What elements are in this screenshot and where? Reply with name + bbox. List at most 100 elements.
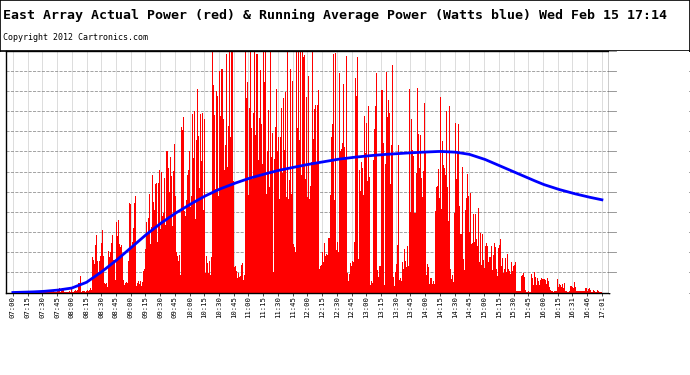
Bar [302, 51, 303, 292]
Bar [258, 160, 259, 292]
Bar [542, 284, 544, 292]
Bar [545, 280, 546, 292]
Bar [128, 261, 129, 292]
Bar [203, 210, 204, 292]
Bar [317, 90, 319, 292]
Bar [138, 281, 139, 292]
Bar [380, 183, 382, 292]
Bar [549, 287, 551, 292]
Bar [308, 76, 309, 292]
Bar [126, 282, 127, 292]
Bar [435, 211, 437, 292]
Bar [280, 137, 282, 292]
Bar [421, 178, 422, 292]
Bar [493, 255, 495, 292]
Bar [199, 188, 200, 292]
Bar [424, 151, 426, 292]
Bar [256, 54, 257, 292]
Bar [202, 113, 203, 292]
Bar [560, 285, 561, 292]
Bar [479, 262, 480, 292]
Bar [469, 232, 470, 292]
Bar [278, 137, 279, 292]
Bar [79, 283, 80, 292]
Bar [347, 273, 348, 292]
Bar [578, 291, 579, 292]
Bar [522, 275, 523, 292]
Bar [292, 81, 293, 292]
Bar [569, 291, 570, 292]
Bar [91, 290, 92, 292]
Bar [321, 265, 322, 292]
Bar [508, 268, 509, 292]
Bar [454, 213, 455, 292]
Bar [399, 280, 400, 292]
Bar [524, 277, 525, 292]
Bar [404, 249, 405, 292]
Bar [418, 134, 419, 292]
Bar [117, 236, 119, 292]
Bar [526, 291, 528, 292]
Bar [245, 51, 246, 292]
Bar [80, 276, 81, 292]
Bar [581, 291, 582, 292]
Bar [473, 214, 474, 292]
Bar [409, 90, 410, 292]
Bar [191, 196, 192, 292]
Bar [221, 69, 222, 292]
Bar [250, 51, 251, 292]
Bar [580, 291, 581, 292]
Bar [229, 51, 230, 292]
Bar [262, 164, 263, 292]
Bar [264, 82, 265, 292]
Bar [397, 245, 398, 292]
Bar [510, 274, 511, 292]
Bar [40, 291, 41, 292]
Bar [533, 272, 535, 292]
Bar [520, 291, 521, 292]
Bar [431, 278, 432, 292]
Bar [120, 247, 121, 292]
Bar [393, 278, 394, 292]
Bar [171, 176, 172, 292]
Bar [304, 55, 305, 292]
Bar [295, 252, 296, 292]
Bar [134, 203, 135, 292]
Bar [523, 273, 524, 292]
Bar [323, 261, 324, 292]
Bar [234, 267, 235, 292]
Bar [417, 88, 418, 292]
Bar [254, 51, 255, 292]
Bar [423, 171, 424, 292]
Bar [204, 119, 205, 292]
Bar [193, 158, 194, 292]
Bar [365, 153, 366, 292]
Bar [249, 108, 250, 292]
Bar [231, 51, 233, 292]
Bar [370, 285, 371, 292]
Bar [185, 216, 186, 292]
Bar [163, 213, 164, 292]
Bar [157, 183, 159, 292]
Bar [164, 225, 166, 292]
Bar [420, 135, 421, 292]
Bar [459, 206, 460, 292]
Bar [309, 200, 310, 292]
Bar [448, 221, 449, 292]
Bar [575, 287, 576, 292]
Bar [462, 167, 463, 292]
Bar [344, 147, 345, 292]
Bar [357, 57, 358, 292]
Bar [538, 282, 539, 292]
Bar [532, 278, 533, 292]
Bar [576, 291, 577, 292]
Bar [219, 116, 221, 292]
Bar [488, 268, 489, 292]
Bar [375, 74, 377, 292]
Bar [300, 51, 301, 292]
Bar [528, 291, 529, 292]
Bar [398, 145, 400, 292]
Bar [358, 259, 359, 292]
Bar [450, 268, 451, 292]
Bar [350, 263, 351, 292]
